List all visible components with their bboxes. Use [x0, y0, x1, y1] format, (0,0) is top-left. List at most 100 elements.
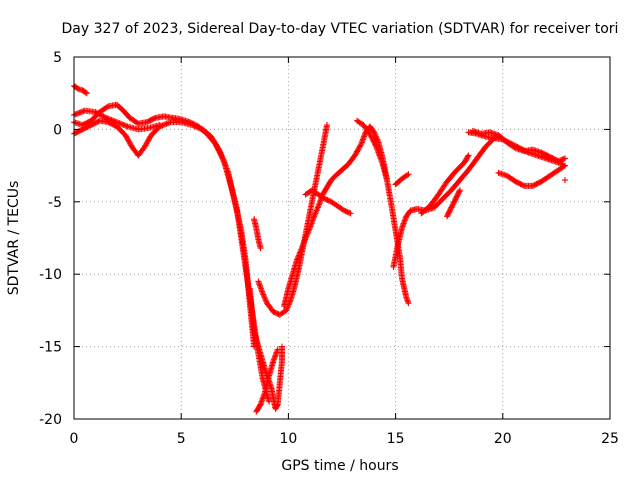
data-point	[259, 290, 266, 297]
data-point	[456, 188, 463, 195]
data-point	[354, 147, 361, 154]
x-tick-label: 15	[387, 431, 405, 447]
series-track-8	[253, 346, 281, 415]
data-point	[511, 144, 518, 151]
data-point	[367, 132, 374, 139]
data-point	[126, 138, 133, 145]
data-point	[312, 208, 319, 215]
data-point	[122, 132, 129, 139]
data-layer	[71, 82, 568, 415]
series-track-18	[495, 162, 568, 189]
plot-frame	[73, 56, 611, 420]
data-point	[145, 137, 152, 144]
data-point	[305, 229, 312, 236]
data-point	[272, 310, 279, 317]
data-point	[126, 139, 133, 146]
series-track-7	[246, 285, 285, 412]
data-point	[151, 115, 158, 122]
data-point	[370, 137, 377, 144]
data-point	[560, 163, 567, 170]
data-point	[405, 171, 412, 178]
y-tick-label: -20	[39, 412, 62, 428]
data-point	[372, 142, 379, 149]
data-point	[262, 297, 269, 304]
data-point	[256, 402, 263, 409]
series-track-6	[255, 122, 330, 318]
data-point	[314, 206, 321, 213]
data-point	[217, 149, 224, 156]
data-point	[82, 89, 89, 96]
data-point	[218, 152, 225, 159]
data-point	[559, 156, 566, 163]
data-point	[306, 226, 313, 233]
data-point	[323, 196, 330, 203]
series-track-3	[71, 82, 90, 97]
data-point	[297, 249, 304, 256]
y-tick-label: 5	[53, 50, 62, 66]
data-point	[404, 172, 411, 179]
data-point	[313, 207, 320, 214]
data-point	[558, 157, 565, 164]
data-point	[370, 138, 377, 145]
data-point	[326, 198, 333, 205]
series-track-11	[354, 117, 391, 184]
data-point	[371, 129, 378, 136]
data-point	[321, 195, 328, 202]
y-tick-label: -10	[39, 267, 62, 283]
data-point	[296, 250, 303, 257]
data-point	[351, 152, 358, 159]
data-point	[123, 134, 130, 141]
data-point	[283, 305, 290, 312]
data-point	[146, 134, 153, 141]
data-point	[320, 195, 327, 202]
data-point	[96, 111, 103, 118]
data-point	[325, 197, 332, 204]
data-point	[368, 133, 375, 140]
data-point	[224, 166, 231, 173]
data-point	[144, 138, 151, 145]
x-tick-label: 0	[70, 431, 79, 447]
data-point	[260, 291, 267, 298]
data-point	[221, 159, 228, 166]
data-point	[384, 177, 391, 184]
series-track-13	[392, 171, 412, 188]
data-point	[339, 206, 346, 213]
data-point	[220, 158, 227, 165]
data-point	[372, 141, 379, 148]
series-track-2	[71, 117, 258, 350]
y-tick-label: 0	[53, 122, 62, 138]
x-axis-label: GPS time / hours	[281, 458, 398, 474]
data-point	[92, 109, 99, 116]
data-point	[295, 253, 302, 260]
y-axis-label: SDTVAR / TECUs	[6, 181, 22, 296]
data-point	[352, 151, 359, 158]
data-point	[561, 162, 568, 169]
data-point	[345, 209, 352, 216]
data-point	[405, 300, 412, 307]
data-point	[555, 158, 562, 165]
data-point	[369, 135, 376, 142]
data-point	[124, 136, 131, 143]
data-point	[93, 109, 100, 116]
data-point	[143, 141, 150, 148]
data-point	[561, 177, 568, 184]
x-tick-label: 5	[177, 431, 186, 447]
data-point	[556, 157, 563, 164]
data-point	[141, 143, 148, 150]
series-track-17	[469, 127, 568, 165]
tick-layer: 0 5 10 15 20 25 5 0 -5 -10 -15 -20	[39, 50, 619, 447]
data-point	[127, 141, 134, 148]
data-point	[262, 295, 269, 302]
data-point	[297, 248, 304, 255]
data-point	[456, 187, 463, 194]
x-tick-label: 10	[279, 431, 297, 447]
data-point	[374, 136, 381, 143]
data-point	[257, 245, 264, 252]
data-point	[260, 292, 267, 299]
data-point	[216, 146, 223, 153]
data-point	[303, 233, 310, 240]
data-point	[371, 139, 378, 146]
data-point	[520, 182, 527, 189]
data-point	[303, 232, 310, 239]
series-track-12	[390, 133, 502, 270]
